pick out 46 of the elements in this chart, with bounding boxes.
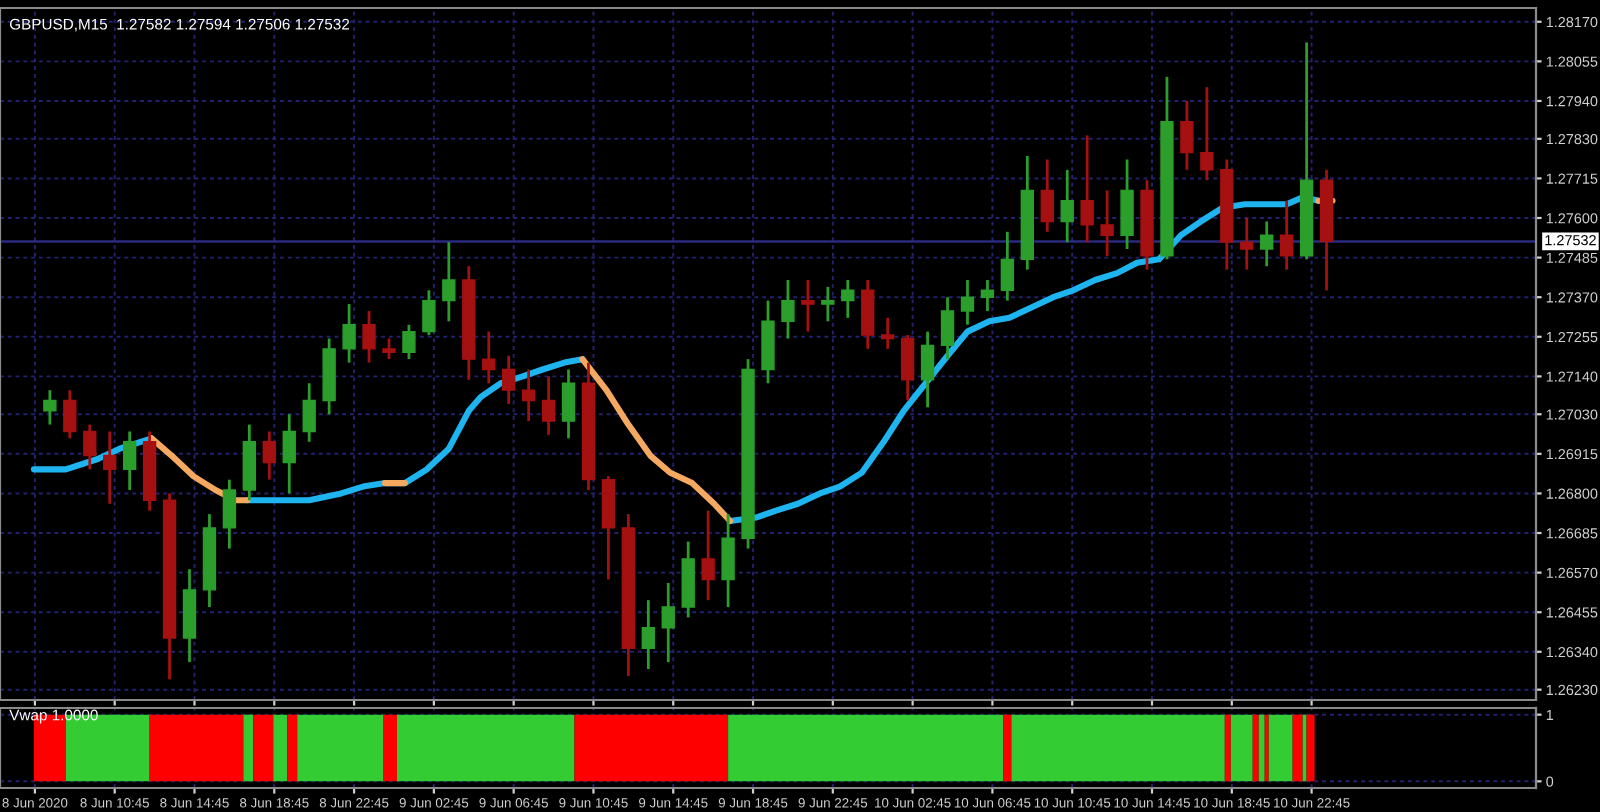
candlestick xyxy=(541,374,556,437)
candlestick xyxy=(382,337,396,361)
candlestick xyxy=(721,512,735,609)
candlestick xyxy=(402,323,416,361)
candlestick xyxy=(1080,133,1094,244)
candlestick xyxy=(940,295,955,361)
candlestick xyxy=(861,278,875,351)
candlestick xyxy=(63,388,77,440)
candlestick xyxy=(1180,99,1194,172)
candlestick xyxy=(1200,85,1214,182)
candlestick xyxy=(1060,168,1074,244)
candlestick xyxy=(482,330,496,385)
candlestick xyxy=(422,288,436,337)
candlestick xyxy=(701,509,715,602)
candlestick xyxy=(1120,158,1134,251)
candlestick xyxy=(980,278,995,313)
candlestick xyxy=(661,581,675,664)
candlestick xyxy=(781,278,795,340)
candlestick xyxy=(841,278,855,320)
candlestick xyxy=(881,316,895,351)
candlestick xyxy=(83,423,97,471)
candlestick xyxy=(1240,216,1254,272)
candlestick xyxy=(362,309,376,364)
candlestick xyxy=(960,278,975,327)
candlestick xyxy=(501,354,516,406)
candlestick xyxy=(821,285,835,323)
candlestick xyxy=(1040,158,1054,234)
candlestick xyxy=(222,478,237,550)
candlestick xyxy=(342,302,356,364)
candlestick xyxy=(103,430,117,506)
candlestick xyxy=(1100,189,1114,258)
candlestick xyxy=(1279,199,1294,272)
candlestick xyxy=(561,368,576,440)
candlestick xyxy=(1000,230,1015,303)
candlestick xyxy=(43,388,57,426)
candlestick xyxy=(262,430,276,482)
candlestick xyxy=(1260,220,1274,268)
candlestick xyxy=(442,240,456,323)
candlestick xyxy=(900,333,915,402)
candlestick xyxy=(302,381,316,444)
candlestick xyxy=(920,330,935,409)
candlestick xyxy=(641,598,655,671)
candlestick xyxy=(801,278,815,334)
candlestick xyxy=(122,430,137,492)
candlestick xyxy=(521,368,536,423)
candlestick xyxy=(282,412,296,495)
